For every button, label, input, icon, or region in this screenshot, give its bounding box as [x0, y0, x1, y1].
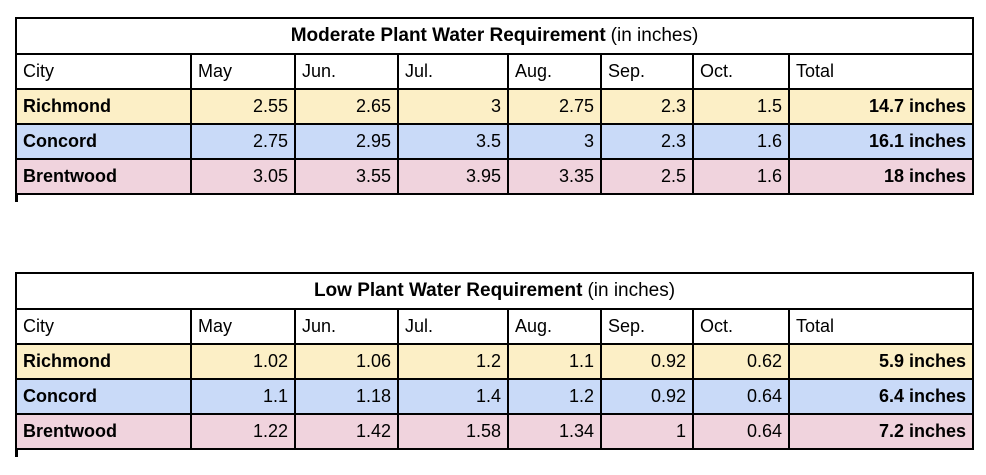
value-cell: 1.2 [397, 343, 509, 380]
column-header-jul: Jul. [397, 53, 509, 90]
value-cell: 1.34 [507, 413, 602, 450]
value-cell: 2.75 [507, 88, 602, 125]
value-cell: 1 [600, 413, 694, 450]
total-cell: 6.4 inches [787, 378, 975, 415]
table-title-text: Low Plant Water Requirement [313, 280, 583, 301]
value-cell: 1.42 [294, 413, 399, 450]
value-cell: 3.5 [397, 123, 509, 160]
column-header-city: City [15, 53, 192, 90]
table-title-text: Moderate Plant Water Requirement [290, 25, 606, 46]
column-header-oct: Oct. [692, 53, 790, 90]
value-cell: 1.1 [507, 343, 602, 380]
total-cell: 16.1 inches [788, 123, 974, 160]
column-header-sep: Sep. [600, 53, 694, 90]
value-cell: 2.65 [294, 88, 399, 125]
value-cell: 2.3 [600, 123, 694, 160]
value-cell: 0.92 [600, 378, 694, 415]
value-cell: 2.95 [294, 123, 399, 160]
total-cell: 5.9 inches [787, 343, 975, 380]
table-title-note: (in inches) [610, 25, 699, 46]
table-title: Low Plant Water Requirement (in inches) [14, 272, 975, 310]
value-cell: 3.55 [294, 158, 399, 195]
city-cell: Concord [15, 378, 192, 415]
value-cell: 3.05 [190, 158, 296, 195]
total-cell: 18 inches [788, 158, 974, 195]
city-cell: Richmond [15, 343, 192, 380]
city-cell: Richmond [15, 88, 192, 125]
value-cell: 0.92 [600, 343, 694, 380]
column-header-jun: Jun. [294, 53, 399, 90]
table-row-brentwood: Brentwood 3.05 3.55 3.95 3.35 2.5 1.6 18… [15, 158, 974, 195]
city-cell: Brentwood [15, 158, 192, 195]
column-header-row: City May Jun. Jul. Aug. Sep. Oct. Total [15, 308, 975, 345]
city-cell: Brentwood [15, 413, 192, 450]
value-cell: 1.18 [294, 378, 399, 415]
value-cell: 2.3 [600, 88, 694, 125]
value-cell: 1.22 [190, 413, 296, 450]
value-cell: 0.62 [692, 343, 790, 380]
value-cell: 1.2 [507, 378, 602, 415]
column-header-total: Total [788, 53, 974, 90]
value-cell: 1.6 [692, 158, 790, 195]
value-cell: 2.55 [190, 88, 296, 125]
value-cell: 2.75 [190, 123, 296, 160]
moderate-table-section: Moderate Plant Water Requirement (in inch… [15, 17, 974, 202]
column-header-aug: Aug. [507, 53, 602, 90]
total-cell: 14.7 inches [788, 88, 974, 125]
city-cell: Concord [15, 123, 192, 160]
value-cell: 3 [507, 123, 602, 160]
grid-edge-tick [15, 450, 18, 457]
grid-edge-tick [15, 195, 18, 202]
value-cell: 0.64 [692, 378, 790, 415]
column-header-jun: Jun. [294, 308, 399, 345]
value-cell: 3 [397, 88, 509, 125]
value-cell: 1.1 [190, 378, 296, 415]
column-header-jul: Jul. [397, 308, 509, 345]
column-header-city: City [15, 308, 192, 345]
value-cell: 1.58 [397, 413, 509, 450]
column-header-sep: Sep. [600, 308, 694, 345]
value-cell: 3.35 [507, 158, 602, 195]
table-row-richmond: Richmond 2.55 2.65 3 2.75 2.3 1.5 14.7 i… [15, 88, 974, 125]
low-water-table: Low Plant Water Requirement (in inches) C… [14, 272, 975, 450]
value-cell: 1.6 [692, 123, 790, 160]
column-header-aug: Aug. [507, 308, 602, 345]
table-title-row: Moderate Plant Water Requirement (in inch… [15, 17, 974, 55]
moderate-water-table: Moderate Plant Water Requirement (in inch… [15, 17, 974, 195]
low-table-section: Low Plant Water Requirement (in inches) C… [14, 272, 975, 457]
value-cell: 1.4 [397, 378, 509, 415]
column-header-oct: Oct. [692, 308, 790, 345]
column-header-may: May [190, 308, 296, 345]
column-header-may: May [190, 53, 296, 90]
value-cell: 1.5 [692, 88, 790, 125]
column-header-total: Total [787, 308, 975, 345]
column-header-row: City May Jun. Jul. Aug. Sep. Oct. Total [15, 53, 974, 90]
value-cell: 3.95 [397, 158, 509, 195]
value-cell: 0.64 [692, 413, 790, 450]
value-cell: 1.06 [294, 343, 399, 380]
total-cell: 7.2 inches [787, 413, 975, 450]
table-title-row: Low Plant Water Requirement (in inches) [14, 272, 975, 310]
value-cell: 2.5 [600, 158, 694, 195]
table-row-concord: Concord 2.75 2.95 3.5 3 2.3 1.6 16.1 inc… [15, 123, 974, 160]
value-cell: 1.02 [190, 343, 296, 380]
table-row-concord: Concord 1.1 1.18 1.4 1.2 0.92 0.64 6.4 i… [15, 378, 975, 415]
table-row-brentwood: Brentwood 1.22 1.42 1.58 1.34 1 0.64 7.2… [15, 413, 975, 450]
table-title-note: (in inches) [587, 280, 676, 301]
table-title: Moderate Plant Water Requirement (in inch… [15, 17, 974, 55]
table-row-richmond: Richmond 1.02 1.06 1.2 1.1 0.92 0.62 5.9… [15, 343, 975, 380]
